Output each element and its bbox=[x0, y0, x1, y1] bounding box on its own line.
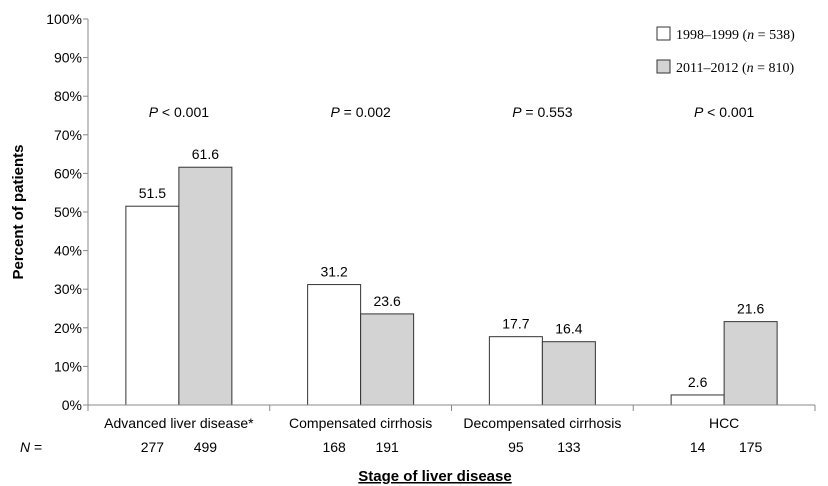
n-count: 277 bbox=[141, 439, 165, 455]
bar bbox=[670, 394, 725, 406]
bar-value-label: 17.7 bbox=[502, 316, 529, 332]
y-tick-label: 90% bbox=[54, 50, 82, 66]
bar-value-label: 61.6 bbox=[192, 146, 219, 162]
bar bbox=[125, 205, 180, 406]
bar bbox=[178, 166, 233, 406]
bar-value-label: 16.4 bbox=[555, 321, 582, 337]
n-count: 95 bbox=[508, 439, 524, 455]
legend-swatch bbox=[656, 59, 671, 74]
bar bbox=[723, 321, 778, 406]
y-tick-label: 20% bbox=[54, 320, 82, 336]
legend-swatch bbox=[656, 26, 671, 41]
y-tick-label: 60% bbox=[54, 165, 82, 181]
y-tick-label: 10% bbox=[54, 358, 82, 374]
n-count: 191 bbox=[375, 439, 399, 455]
bar-value-label: 23.6 bbox=[374, 293, 401, 309]
bar bbox=[360, 313, 415, 406]
y-tick-label: 70% bbox=[54, 127, 82, 143]
legend-label: 1998–1999 (n = 538) bbox=[676, 28, 795, 43]
bar-value-label: 51.5 bbox=[139, 185, 166, 201]
p-value-annotations: P < 0.001 P = 0.002 P = 0.553 P < 0.001 bbox=[149, 104, 755, 120]
p-value-label: P < 0.001 bbox=[694, 104, 755, 120]
y-axis: 0% 10% 20% 30% 40% 50% 60% 70% 80% 90% 100% bbox=[46, 11, 89, 413]
bar bbox=[488, 336, 543, 406]
legend-label: 2011–2012 (n = 810) bbox=[676, 61, 795, 76]
n-count: 168 bbox=[322, 439, 346, 455]
y-tick-label: 50% bbox=[54, 204, 82, 220]
p-value-label: P < 0.001 bbox=[149, 104, 210, 120]
x-axis-title: Stage of liver disease bbox=[358, 468, 511, 485]
bars bbox=[125, 166, 778, 406]
n-count: 14 bbox=[690, 439, 706, 455]
n-count: 175 bbox=[739, 439, 763, 455]
bar-value-label: 21.6 bbox=[737, 301, 764, 317]
bar-value-label: 31.2 bbox=[321, 264, 348, 280]
p-value-label: P = 0.002 bbox=[330, 104, 391, 120]
y-tick-label: 30% bbox=[54, 281, 82, 297]
y-tick-label: 80% bbox=[54, 88, 82, 104]
bar-value-labels: 51.5 31.2 17.7 2.6 61.6 23.6 16.4 21.6 bbox=[139, 146, 765, 390]
x-category-label: Decompensated cirrhosis bbox=[463, 415, 621, 431]
legend: 1998–1999 (n = 538) 2011–2012 (n = 810) bbox=[656, 26, 795, 76]
bar bbox=[307, 284, 362, 406]
n-row: N = 277 168 95 14 499 191 133 175 bbox=[20, 439, 763, 455]
n-row-label: N = bbox=[20, 439, 42, 455]
x-category-label: HCC bbox=[709, 415, 739, 431]
n-count: 499 bbox=[194, 439, 218, 455]
n-count: 133 bbox=[557, 439, 581, 455]
x-category-label: Advanced liver disease* bbox=[104, 415, 254, 431]
x-axis: Advanced liver disease* Compensated cirrh… bbox=[87, 404, 816, 431]
y-tick-label: 0% bbox=[62, 397, 82, 413]
y-tick-label: 40% bbox=[54, 243, 82, 259]
p-value-label: P = 0.553 bbox=[512, 104, 573, 120]
x-category-label: Compensated cirrhosis bbox=[289, 415, 432, 431]
bar bbox=[541, 341, 596, 406]
y-axis-title: Percent of patients bbox=[10, 144, 27, 279]
bar-value-label: 2.6 bbox=[688, 374, 708, 390]
y-tick-label: 100% bbox=[46, 11, 82, 27]
